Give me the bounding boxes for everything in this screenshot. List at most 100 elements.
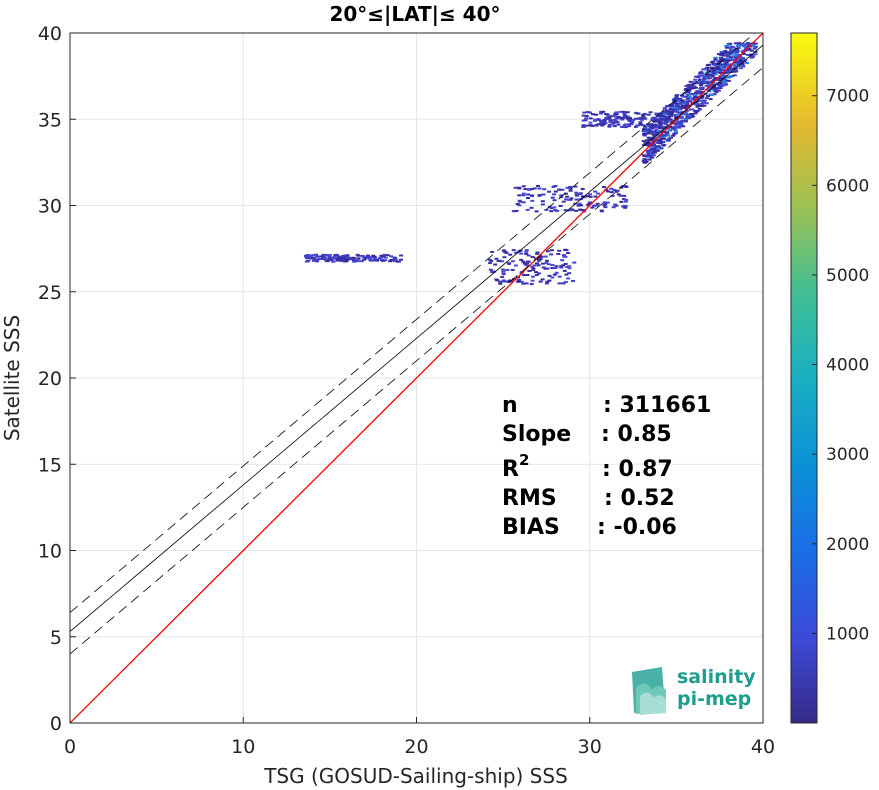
density-cell bbox=[681, 125, 686, 128]
density-cell bbox=[590, 113, 595, 116]
density-cell bbox=[695, 105, 700, 108]
density-cell bbox=[337, 255, 342, 258]
density-cell bbox=[361, 258, 366, 261]
density-cell bbox=[560, 188, 565, 191]
density-cell bbox=[651, 131, 656, 134]
density-cell bbox=[511, 210, 516, 213]
density-cell bbox=[729, 56, 734, 59]
density-cell bbox=[712, 93, 717, 96]
x-tick-label: 30 bbox=[578, 736, 602, 758]
density-cell bbox=[371, 254, 376, 257]
density-cell bbox=[614, 204, 619, 207]
density-cell bbox=[675, 93, 680, 96]
density-cell bbox=[594, 204, 599, 207]
density-cell bbox=[657, 125, 662, 128]
density-cell bbox=[672, 102, 677, 105]
density-cell bbox=[315, 255, 320, 258]
density-cell bbox=[738, 43, 743, 46]
density-cell bbox=[563, 262, 568, 265]
density-cell bbox=[577, 193, 582, 196]
density-cell bbox=[673, 131, 678, 134]
density-cell bbox=[581, 119, 586, 122]
density-cell bbox=[588, 117, 593, 120]
density-cell bbox=[572, 261, 577, 264]
density-cell bbox=[646, 123, 651, 126]
density-cell bbox=[585, 111, 590, 114]
density-cell bbox=[506, 262, 511, 265]
density-cell bbox=[588, 193, 593, 196]
density-cell bbox=[713, 89, 718, 92]
density-cell bbox=[739, 61, 744, 64]
density-cell bbox=[536, 184, 541, 187]
density-cell bbox=[671, 122, 676, 125]
density-cell bbox=[706, 80, 711, 83]
density-cell bbox=[602, 122, 607, 125]
density-cell bbox=[734, 60, 739, 63]
density-cell bbox=[641, 154, 646, 157]
density-cell bbox=[516, 279, 521, 282]
density-cell bbox=[659, 127, 664, 130]
density-cell bbox=[726, 75, 731, 78]
density-cell bbox=[568, 185, 573, 188]
density-cell bbox=[625, 111, 630, 114]
density-cell bbox=[575, 194, 580, 197]
density-cell bbox=[489, 259, 494, 262]
density-cell bbox=[631, 118, 636, 121]
density-cell bbox=[704, 84, 709, 87]
density-cell bbox=[647, 137, 652, 140]
chart-title: 20°≤|LAT|≤ 40° bbox=[329, 2, 500, 26]
density-cell bbox=[699, 84, 704, 87]
density-cell bbox=[662, 135, 667, 138]
density-cell bbox=[544, 282, 549, 285]
density-cell bbox=[563, 280, 568, 283]
density-cell bbox=[753, 53, 758, 56]
density-cell bbox=[736, 62, 741, 65]
density-cell bbox=[642, 112, 647, 115]
logo-line1: salinity bbox=[677, 666, 756, 688]
density-cell bbox=[599, 209, 604, 212]
density-cell bbox=[553, 190, 558, 193]
density-cell bbox=[634, 112, 639, 115]
colorbar-tick-label: 5000 bbox=[826, 266, 869, 286]
density-cell bbox=[623, 200, 628, 203]
density-cell bbox=[668, 108, 673, 111]
density-cell bbox=[561, 264, 566, 267]
density-cell bbox=[654, 132, 659, 135]
density-cell bbox=[560, 259, 565, 262]
density-cell bbox=[628, 117, 633, 120]
density-cell bbox=[700, 87, 705, 90]
density-cell bbox=[490, 270, 495, 273]
density-cell bbox=[673, 125, 678, 128]
density-cell bbox=[614, 111, 619, 114]
density-cell bbox=[659, 147, 664, 150]
density-cell bbox=[687, 116, 692, 119]
density-cell bbox=[646, 155, 651, 158]
density-cell bbox=[686, 89, 691, 92]
density-cell bbox=[693, 93, 698, 96]
density-cell bbox=[541, 266, 546, 269]
density-cell bbox=[549, 253, 554, 256]
density-cell bbox=[649, 153, 654, 156]
density-cell bbox=[675, 122, 680, 125]
density-cell bbox=[526, 188, 531, 191]
density-cell bbox=[697, 74, 702, 77]
density-cell bbox=[612, 125, 617, 128]
density-cell bbox=[602, 201, 607, 204]
density-cell bbox=[581, 124, 586, 127]
density-cell bbox=[596, 123, 601, 126]
density-cell bbox=[708, 70, 713, 73]
density-cell bbox=[505, 269, 510, 272]
density-cell bbox=[733, 61, 738, 64]
density-cell bbox=[586, 195, 591, 198]
density-cell bbox=[727, 67, 732, 70]
density-cell bbox=[536, 264, 541, 267]
density-cell bbox=[540, 200, 545, 203]
logo-mark-icon bbox=[632, 667, 666, 715]
density-cell bbox=[723, 81, 728, 84]
density-cell bbox=[697, 92, 702, 95]
density-cell bbox=[590, 124, 595, 127]
density-cell bbox=[650, 118, 655, 121]
density-cell bbox=[722, 66, 727, 69]
density-cell bbox=[552, 193, 557, 196]
